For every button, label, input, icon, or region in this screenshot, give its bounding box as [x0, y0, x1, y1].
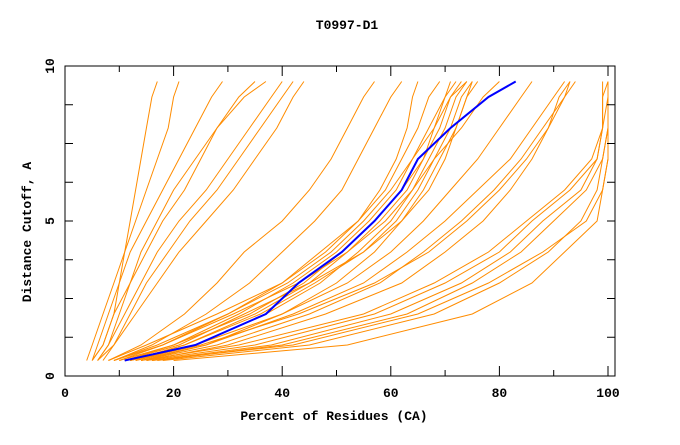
model-line-13 — [130, 81, 462, 361]
x-tick-labels: 0 20 40 60 80 100 — [61, 386, 620, 401]
axis-ticks — [64, 65, 615, 377]
model-line-3 — [91, 81, 223, 361]
plot-lines — [86, 80, 609, 362]
model-line-28 — [151, 81, 609, 361]
model-line-21 — [113, 81, 500, 361]
model-line-7 — [102, 81, 294, 361]
model-line-25 — [130, 81, 571, 361]
model-line-10 — [113, 81, 403, 361]
model-line-12 — [124, 81, 457, 361]
model-line-23 — [135, 81, 566, 361]
model-line-24 — [140, 81, 576, 361]
x-tick-label: 100 — [596, 386, 620, 401]
model-line-2 — [86, 81, 180, 361]
model-line-26 — [146, 81, 571, 361]
model-line-6 — [97, 81, 283, 361]
x-tick-label: 40 — [274, 386, 290, 401]
model-line-19 — [124, 81, 473, 361]
model-line-33 — [151, 81, 609, 361]
x-tick-label: 0 — [61, 386, 69, 401]
model-line-29 — [140, 81, 609, 361]
x-tick-label: 60 — [383, 386, 399, 401]
model-line-9 — [108, 81, 375, 361]
y-axis-label: Distance Cutoff, A — [20, 162, 35, 303]
y-tick-label: 10 — [43, 58, 58, 74]
x-tick-label: 80 — [492, 386, 508, 401]
model-line-1 — [91, 81, 158, 361]
highlight-line — [124, 80, 517, 362]
model-line-20 — [108, 81, 419, 361]
y-tick-label: 0 — [43, 372, 58, 380]
x-tick-label: 20 — [166, 386, 182, 401]
model-line-22 — [130, 81, 533, 361]
model-line-17 — [113, 81, 468, 361]
model-line-4 — [97, 81, 256, 361]
x-axis-label: Percent of Residues (CA) — [240, 409, 427, 424]
model-line-16 — [130, 81, 473, 361]
y-tick-label: 5 — [43, 217, 58, 225]
model-line-30 — [157, 81, 609, 361]
chart-title: T0997-D1 — [316, 18, 379, 33]
model-line-5 — [91, 81, 267, 361]
model-line-8 — [97, 81, 305, 361]
y-tick-labels: 0 5 10 — [43, 58, 58, 380]
